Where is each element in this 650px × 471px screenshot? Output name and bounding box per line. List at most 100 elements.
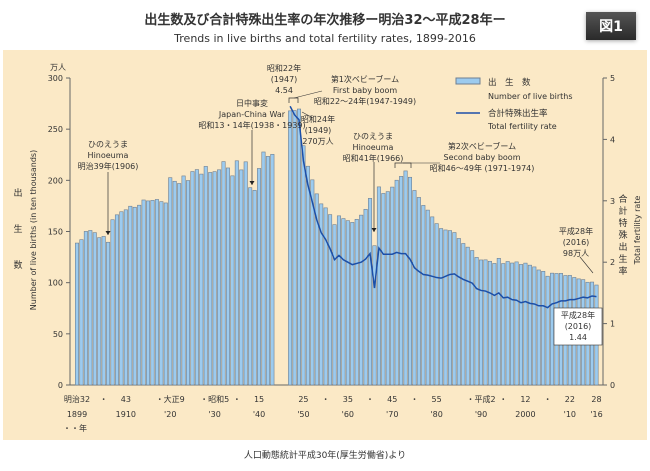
birth-bar-1926	[194, 169, 199, 386]
annotation-peak1947: 4.54	[275, 86, 293, 95]
birth-bar-1917	[154, 199, 159, 386]
birth-bar-1916	[150, 200, 155, 386]
left-axis-label-jp-char: 数	[13, 259, 22, 271]
birth-bar-1964	[363, 208, 368, 386]
birth-bar-1962	[354, 219, 359, 386]
left-tick-label: 300	[48, 74, 63, 83]
x-tick-label-en: 1899	[67, 410, 87, 419]
birth-bar-1933	[225, 167, 230, 386]
births2016-leader	[579, 256, 594, 274]
birth-bar-1912	[132, 206, 137, 386]
x-tick-label: ・	[499, 395, 507, 404]
left-tick-label: 100	[48, 279, 63, 288]
birth-bar-1929	[208, 172, 213, 386]
birth-bar-2000	[523, 262, 528, 386]
birth-bar-2005	[545, 275, 550, 386]
chart-subtitle: Trends in live births and total fertilit…	[173, 32, 476, 45]
x-tick-label: ・昭和5	[200, 395, 229, 404]
annotation-war: Japan-China War	[218, 110, 286, 119]
birth-bar-1978	[425, 209, 430, 386]
arrow-head-1966	[371, 228, 377, 232]
annotation-peak1947: (1947)	[271, 75, 298, 84]
birth-bar-1957	[332, 224, 337, 386]
x-tick-label: ・	[322, 395, 330, 404]
left-tick-label: 0	[58, 381, 63, 390]
peak1949-leader	[301, 111, 314, 119]
x-tick-label: ・	[544, 395, 552, 404]
annotation-hinoeuma1966: Hinoeuma	[353, 143, 394, 152]
right-tick-label: 3	[610, 197, 615, 206]
birth-bar-1910	[123, 209, 128, 386]
annotation-hinoeuma1906: 明治39年(1906)	[78, 161, 139, 171]
birth-bar-1999	[518, 264, 523, 386]
birth-bar-1966	[372, 245, 377, 386]
right-axis-label-en: Total fertility rate	[633, 196, 642, 266]
birth-bar-1936	[239, 169, 244, 386]
birth-bar-1935	[234, 160, 239, 386]
birth-bar-1903	[92, 232, 97, 386]
birth-bar-1971	[394, 179, 399, 386]
legend-tfr-en: Total fertility rate	[487, 122, 557, 131]
birth-bar-1968	[381, 193, 386, 386]
birth-bar-1922	[177, 183, 182, 386]
annotation-box-tfr2016	[553, 307, 603, 346]
x-tick-label: ・大正9	[156, 394, 185, 404]
tfr-line	[289, 105, 597, 309]
annotation-boom2: 第2次ベビーブーム	[448, 141, 516, 151]
x-tick-label-en: '90	[475, 410, 487, 419]
boom1-leader	[293, 90, 323, 99]
left-tick-label: 150	[48, 228, 63, 237]
left-tick-label: 50	[53, 330, 63, 339]
birth-bar-1969	[385, 191, 390, 386]
birth-bar-1949	[296, 108, 301, 386]
annotation-births2016: 平成28年	[559, 226, 593, 236]
birth-bar-2006	[550, 272, 555, 386]
right-tick-label: 4	[610, 135, 615, 144]
annotation-peak1949: 270万人	[302, 137, 333, 146]
birth-bar-1956	[328, 214, 333, 386]
annotation-war: 日中事変	[236, 98, 268, 108]
birth-bar-1988	[470, 250, 475, 386]
annotation-births2016: 98万人	[563, 249, 589, 258]
birth-bar-1928	[203, 166, 208, 386]
birth-bar-1977	[421, 205, 426, 386]
annotation-births2016: (2016)	[563, 238, 590, 247]
birth-bar-1911	[128, 205, 133, 386]
birth-bar-1921	[172, 180, 177, 386]
birth-bar-1931	[217, 169, 222, 386]
x-tick-label-en: '16	[590, 410, 602, 419]
annotation-war: 昭和13・14年(1938・1939)	[198, 120, 305, 130]
boom1-bracket	[288, 97, 299, 103]
birth-bar-1963	[359, 214, 364, 386]
birth-bar-1925	[190, 171, 195, 386]
annotation-tfr2016: (2016)	[565, 322, 592, 331]
birth-bar-1904	[97, 237, 102, 386]
annotation-peak1949: 昭和24年	[301, 114, 335, 124]
birth-bar-1899	[75, 242, 80, 386]
birth-bar-1982	[443, 229, 448, 386]
x-tick-label-en: '70	[386, 410, 398, 419]
birth-bar-1940	[257, 168, 262, 386]
right-tick-label: 2	[610, 258, 615, 267]
legend-births-en: Number of live births	[488, 92, 573, 101]
legend-births-jp: 出 生 数	[488, 77, 531, 88]
birth-bar-1905	[101, 236, 106, 386]
birth-bar-1993	[492, 263, 497, 386]
x-tick-label-en: '60	[342, 410, 354, 419]
birth-bar-1907	[110, 219, 115, 386]
birth-bar-1954	[319, 203, 324, 386]
birth-bar-2004	[541, 271, 546, 386]
x-tick-label: 12	[520, 395, 530, 404]
left-axis-label-jp-char: 出	[13, 187, 22, 199]
birth-bar-1973	[403, 170, 408, 386]
birth-bar-1947	[288, 110, 293, 386]
birth-bar-1951	[305, 165, 310, 386]
birth-bar-1975	[412, 190, 417, 386]
figure-badge: 図1	[586, 12, 636, 40]
birth-bar-1992	[487, 260, 492, 386]
birth-bar-1923	[181, 175, 186, 386]
birth-bar-1997	[510, 262, 515, 386]
birth-bar-1901	[83, 231, 88, 386]
birth-bar-1979	[430, 216, 435, 386]
birth-bar-1984	[452, 232, 457, 386]
